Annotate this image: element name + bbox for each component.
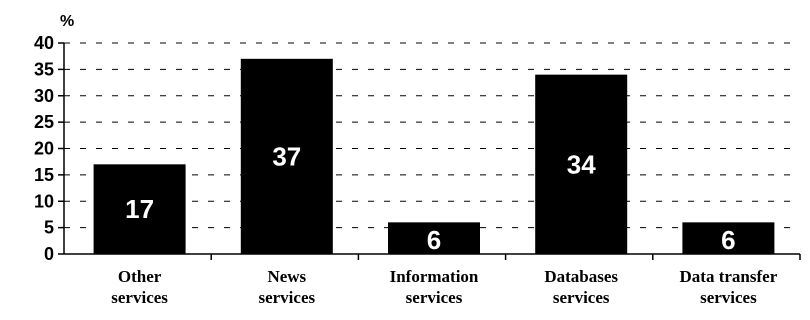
y-tick-label: 40 xyxy=(34,33,54,53)
x-tick-label: News xyxy=(267,267,306,286)
y-tick-label: 35 xyxy=(34,59,54,79)
x-tick-label: Other xyxy=(118,267,162,286)
data-label: 37 xyxy=(272,141,301,171)
x-tick-label: Information xyxy=(390,267,479,286)
x-tick-label: services xyxy=(406,288,463,307)
x-tick-label: services xyxy=(258,288,315,307)
y-tick-label: 5 xyxy=(44,218,54,238)
x-tick-label: services xyxy=(553,288,610,307)
y-tick-label: 15 xyxy=(34,165,54,185)
y-tick-label: 20 xyxy=(34,139,54,159)
x-tick-label: services xyxy=(700,288,757,307)
y-tick-label: 0 xyxy=(44,244,54,264)
data-label: 6 xyxy=(427,225,441,255)
x-tick-label: services xyxy=(111,288,168,307)
bar xyxy=(93,164,186,254)
bar xyxy=(388,222,480,254)
bar xyxy=(682,222,775,254)
y-tick-label: 30 xyxy=(34,86,54,106)
x-tick-label: Databases xyxy=(544,267,618,286)
data-label: 17 xyxy=(125,194,154,224)
y-tick-label: 25 xyxy=(34,112,54,132)
data-label: 34 xyxy=(567,149,596,179)
data-label: 6 xyxy=(721,225,735,255)
bar xyxy=(240,58,333,255)
y-unit-label: % xyxy=(60,13,74,30)
y-tick-label: 10 xyxy=(34,191,54,211)
x-tick-label: Data transfer xyxy=(680,267,778,286)
bar xyxy=(535,74,628,255)
